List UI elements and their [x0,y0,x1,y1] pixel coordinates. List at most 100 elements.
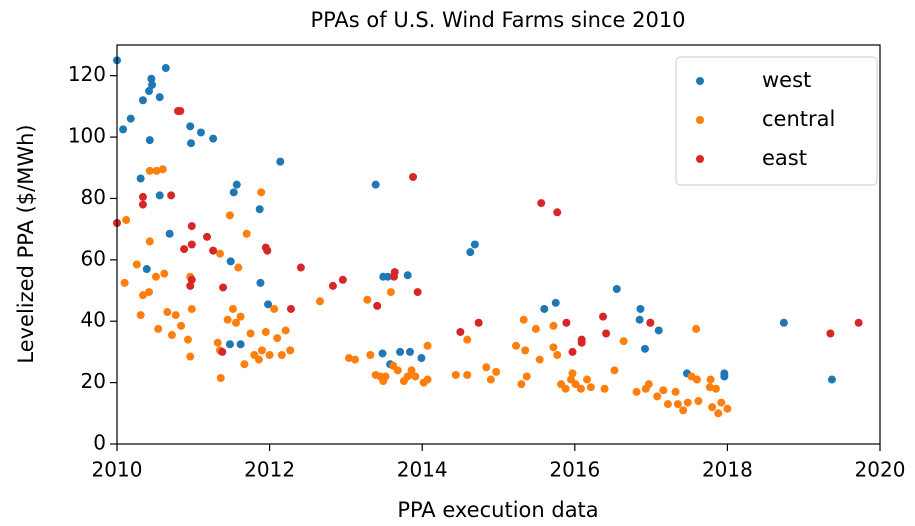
point [136,311,145,320]
point [653,392,662,401]
point [640,344,649,353]
point [378,349,387,358]
point [714,409,723,418]
x-tick-label: 2014 [397,458,448,482]
point [403,271,412,280]
point [138,192,147,201]
point [671,387,680,396]
point [826,329,835,338]
point [246,329,255,338]
x-tick-label: 2018 [702,458,753,482]
point [167,191,176,200]
point [705,383,714,392]
legend-marker [696,155,704,163]
point [120,278,129,287]
point [138,200,147,209]
point [576,384,585,393]
point [145,136,154,145]
x-axis-label: PPA execution data [397,498,598,522]
point [373,301,382,310]
point [561,384,570,393]
y-tick-label: 0 [93,431,106,455]
point [225,340,234,349]
legend-label: west [762,68,811,92]
point [234,263,243,272]
point [152,166,161,175]
point [612,285,621,294]
point [277,350,286,359]
point [683,398,692,407]
point [405,347,414,356]
y-tick-label: 40 [81,308,106,332]
point [531,324,540,333]
point [644,380,653,389]
point [720,372,729,381]
point [551,298,560,307]
point [409,172,418,181]
point [119,125,128,134]
point [486,375,495,384]
point [383,272,392,281]
point [171,311,180,320]
point [659,386,668,395]
point [254,355,263,364]
point [187,275,196,284]
point [338,275,347,284]
point [351,355,360,364]
x-tick-label: 2010 [92,458,143,482]
point [517,380,526,389]
point [142,265,151,274]
point [553,208,562,217]
point [413,288,422,297]
point [553,350,562,359]
point [228,304,237,313]
point [386,288,395,297]
legend-label: central [762,107,835,131]
point [265,350,274,359]
point [186,352,195,361]
point [522,372,531,381]
point [242,229,251,238]
point [549,321,558,330]
point [155,93,164,102]
point [328,281,337,290]
point [225,211,234,220]
legend-box [675,56,878,186]
point [540,304,549,313]
point [145,166,154,175]
point [673,400,682,409]
y-axis-label: Levelized PPA ($/MWh) [14,124,38,363]
point [474,318,483,327]
point [635,315,644,324]
point [463,370,472,379]
point [646,318,655,327]
point [463,335,472,344]
point [186,122,195,131]
point [160,269,169,278]
point [177,321,186,330]
point [232,318,241,327]
point [708,403,717,412]
point [717,398,726,407]
point [407,366,416,375]
point [263,246,272,255]
point [186,281,195,290]
point [423,375,432,384]
x-tick-label: 2012 [244,458,295,482]
point [535,355,544,364]
point [187,240,196,249]
point [521,346,530,355]
point [138,291,147,300]
point [519,315,528,324]
point [654,326,663,335]
point [417,354,426,363]
point [273,334,282,343]
point [482,363,491,372]
point [679,406,688,415]
y-tick-label: 20 [81,369,106,393]
point [203,232,212,241]
point [599,312,608,321]
point [723,404,732,413]
point [167,331,176,340]
